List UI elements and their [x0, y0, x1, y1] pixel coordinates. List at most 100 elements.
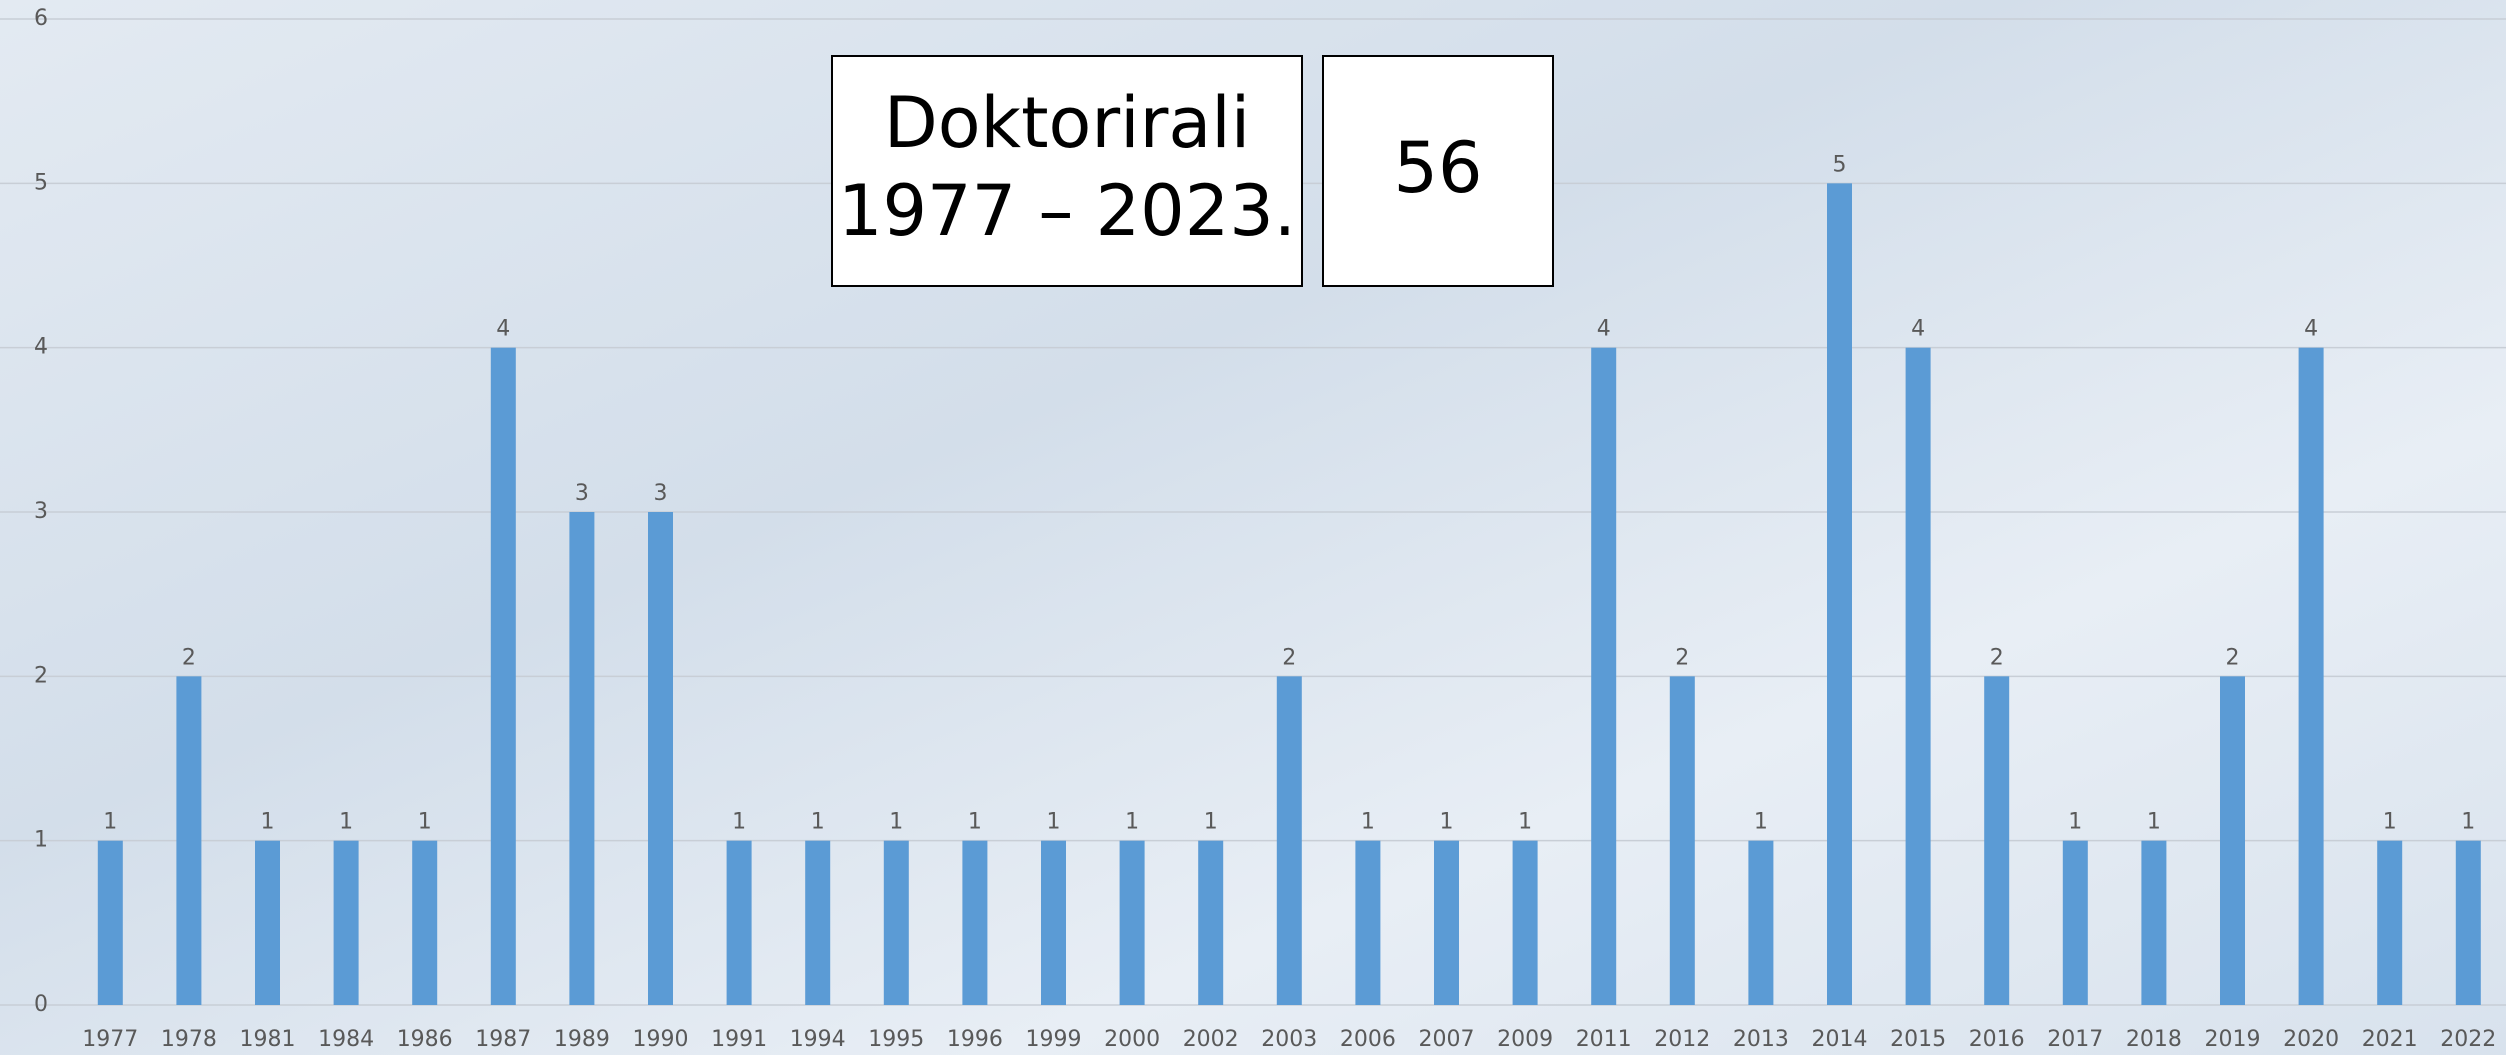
x-tick-label: 1999 — [1026, 1027, 1082, 1052]
data-label: 1 — [261, 810, 275, 835]
bar — [176, 676, 202, 1005]
bar — [1434, 840, 1459, 1005]
bar — [648, 512, 673, 1005]
x-tick-label: 2018 — [2126, 1027, 2182, 1052]
bar — [1512, 840, 1538, 1005]
title-box — [831, 55, 1303, 287]
data-label: 1 — [1047, 810, 1061, 835]
x-tick-label: 2002 — [1183, 1027, 1239, 1052]
x-tick-label: 1990 — [633, 1027, 689, 1052]
x-tick-label: 2012 — [1654, 1027, 1710, 1052]
x-tick-label: 2017 — [2047, 1027, 2103, 1052]
bar — [255, 840, 280, 1005]
bar — [726, 840, 752, 1005]
bar — [1119, 840, 1145, 1005]
data-label: 3 — [654, 481, 668, 506]
x-tick-label: 2021 — [2362, 1027, 2418, 1052]
bar — [1355, 840, 1381, 1005]
bar — [962, 840, 988, 1005]
bar — [2298, 347, 2324, 1006]
x-tick-label: 2019 — [2205, 1027, 2261, 1052]
x-tick-label: 1984 — [318, 1027, 374, 1052]
data-label: 1 — [968, 810, 982, 835]
x-tick-label: 1986 — [397, 1027, 453, 1052]
data-label: 1 — [2383, 810, 2397, 835]
data-label: 2 — [1282, 645, 1296, 670]
x-tick-label: 2022 — [2440, 1027, 2496, 1052]
bar — [2377, 840, 2403, 1005]
data-label: 4 — [1597, 317, 1611, 342]
data-label: 1 — [1440, 810, 1454, 835]
data-label: 2 — [1675, 645, 1689, 670]
bar — [97, 840, 123, 1005]
y-tick-label: 2 — [34, 663, 48, 688]
bar — [1984, 676, 2010, 1005]
data-label: 4 — [496, 317, 510, 342]
data-label: 1 — [1125, 810, 1139, 835]
data-label: 1 — [811, 810, 825, 835]
x-tick-label: 2015 — [1890, 1027, 1946, 1052]
total-value: 56 — [1393, 127, 1482, 209]
data-label: 1 — [2461, 810, 2475, 835]
x-tick-label: 1977 — [82, 1027, 138, 1052]
bar — [1041, 840, 1066, 1005]
x-tick-label: 1994 — [790, 1027, 846, 1052]
y-tick-label: 1 — [34, 828, 48, 853]
data-label: 1 — [1361, 810, 1375, 835]
bar — [2220, 676, 2245, 1005]
x-tick-label: 1978 — [161, 1027, 217, 1052]
data-label: 1 — [1754, 810, 1768, 835]
x-tick-label: 2003 — [1261, 1027, 1317, 1052]
data-label: 1 — [1518, 810, 1532, 835]
bar — [490, 347, 516, 1006]
x-tick-label: 2014 — [1812, 1027, 1868, 1052]
y-tick-label: 5 — [34, 170, 48, 195]
bar — [883, 840, 909, 1005]
bar — [569, 512, 595, 1005]
x-tick-label: 2020 — [2283, 1027, 2339, 1052]
x-tick-label: 1981 — [240, 1027, 296, 1052]
bar — [333, 840, 359, 1005]
data-label: 1 — [2147, 810, 2161, 835]
data-label: 1 — [889, 810, 903, 835]
x-tick-label: 1989 — [554, 1027, 610, 1052]
x-tick-label: 2013 — [1733, 1027, 1789, 1052]
chart-title: 1977 – 2023. — [838, 170, 1296, 252]
x-tick-label: 2000 — [1104, 1027, 1160, 1052]
bar — [2141, 840, 2167, 1005]
data-label: 3 — [575, 481, 589, 506]
bar — [1276, 676, 1302, 1005]
chart-title: Doktorirali — [884, 82, 1250, 164]
x-tick-label: 2011 — [1576, 1027, 1632, 1052]
x-tick-label: 2007 — [1419, 1027, 1475, 1052]
bar — [1669, 676, 1695, 1005]
data-label: 2 — [2226, 645, 2240, 670]
x-tick-label: 1987 — [475, 1027, 531, 1052]
bar — [1591, 347, 1617, 1006]
bar — [2062, 840, 2088, 1005]
x-tick-label: 2006 — [1340, 1027, 1396, 1052]
x-tick-label: 2009 — [1497, 1027, 1553, 1052]
data-label: 1 — [339, 810, 353, 835]
y-tick-label: 3 — [34, 499, 48, 524]
data-label: 1 — [103, 810, 117, 835]
x-tick-label: 1996 — [947, 1027, 1003, 1052]
bar — [1827, 183, 1852, 1006]
data-label: 5 — [1833, 152, 1847, 177]
data-label: 1 — [732, 810, 746, 835]
bar — [1198, 840, 1224, 1005]
bar — [1905, 347, 1931, 1006]
y-tick-label: 4 — [34, 335, 48, 360]
x-tick-label: 1991 — [711, 1027, 767, 1052]
y-tick-label: 6 — [34, 6, 48, 31]
data-label: 1 — [2068, 810, 2082, 835]
bar — [805, 840, 831, 1005]
total-box — [1322, 55, 1554, 287]
data-label: 1 — [418, 810, 432, 835]
bar — [2455, 840, 2481, 1005]
data-label: 4 — [2304, 317, 2318, 342]
data-label: 2 — [182, 645, 196, 670]
data-label: 1 — [1204, 810, 1218, 835]
data-label: 4 — [1911, 317, 1925, 342]
